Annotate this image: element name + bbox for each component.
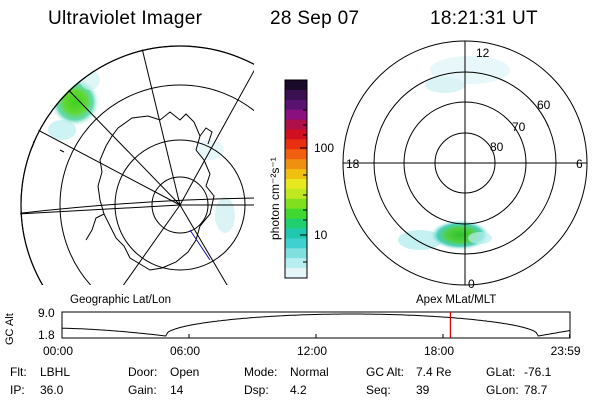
status-value: 7.4 Re — [416, 365, 452, 379]
status-value: Normal — [290, 365, 329, 379]
colorbar-frame — [284, 79, 308, 279]
timeline-xtick-label: 06:00 — [170, 344, 201, 358]
colorbar-swatch — [285, 198, 307, 210]
colorbar-swatch — [285, 248, 307, 259]
colorbar-swatch — [285, 268, 307, 279]
antarctica-outline — [97, 111, 215, 271]
status-value: 78.7 — [524, 383, 548, 397]
timeline-ylabel: GC Alt — [4, 313, 16, 345]
timeline-xtick-label: 18:00 — [424, 344, 455, 358]
colorbar-swatch — [285, 188, 307, 200]
colorbar — [285, 80, 307, 279]
colorbar-swatch — [285, 139, 307, 150]
timeline-ytick-max: 9.0 — [38, 306, 55, 320]
status-value: 36.0 — [40, 383, 64, 397]
mlat-label-80: 80 — [490, 140, 504, 154]
status-key: GC Alt: — [366, 365, 405, 379]
colorbar-unit-label: photon cm⁻²s⁻¹ — [268, 157, 282, 240]
colorbar-swatch — [285, 258, 307, 269]
mlt-label-dawn: 6 — [576, 157, 583, 171]
colorbar-swatch — [285, 169, 307, 180]
time-label: 18:21:31 UT — [430, 8, 538, 29]
left-map-title: Geographic Lat/Lon — [70, 294, 172, 306]
colorbar-tick-100: 100 — [314, 141, 335, 155]
status-value: LBHL — [40, 365, 71, 379]
polar-map — [342, 40, 588, 286]
mlt-label-midnight: 0 — [468, 277, 475, 291]
status-key: Seq: — [366, 383, 391, 397]
status-key: Gain: — [128, 383, 157, 397]
colorbar-swatch — [285, 149, 307, 160]
status-value: 4.2 — [290, 383, 307, 397]
colorbar-swatch — [285, 238, 307, 249]
status-key: GLat: — [486, 365, 516, 379]
timeline-xtick-label: 00:00 — [43, 344, 74, 358]
colorbar-swatch — [285, 89, 307, 101]
status-value: Open — [170, 365, 200, 379]
date-label: 28 Sep 07 — [270, 8, 360, 29]
status-value: 39 — [416, 383, 430, 397]
status-value: 14 — [170, 383, 184, 397]
status-key: Dsp: — [244, 383, 269, 397]
colorbar-swatch — [285, 228, 307, 239]
status-key: IP: — [10, 383, 25, 397]
status-key: Door: — [128, 365, 158, 379]
status-key: Mode: — [244, 365, 278, 379]
colorbar-swatch — [285, 159, 307, 170]
colorbar-swatch — [285, 208, 307, 220]
timeline-plot — [61, 311, 571, 339]
instrument-title: Ultraviolet Imager — [48, 8, 203, 29]
colorbar-swatch — [285, 109, 307, 121]
mlat-label-70: 70 — [512, 120, 526, 134]
timeline-xtick-label: 12:00 — [297, 344, 328, 358]
colorbar-swatch — [285, 80, 307, 91]
status-key: GLon: — [486, 383, 519, 397]
mlat-label-60: 60 — [537, 98, 551, 112]
colorbar-swatch — [285, 129, 307, 140]
mlt-label-noon: 12 — [476, 46, 490, 60]
colorbar-swatch — [285, 99, 307, 111]
status-value: -76.1 — [524, 365, 552, 379]
right-map-title: Apex MLat/MLT — [416, 294, 497, 306]
timeline-ytick-min: 1.8 — [38, 328, 55, 342]
timeline-xtick-label: 23:59 — [550, 344, 581, 358]
colorbar-swatch — [285, 218, 307, 230]
mlt-label-dusk: 18 — [346, 157, 360, 171]
colorbar-swatch — [285, 179, 307, 190]
colorbar-swatch — [285, 119, 307, 131]
status-key: Flt: — [10, 365, 27, 379]
colorbar-tick-10: 10 — [314, 228, 328, 242]
